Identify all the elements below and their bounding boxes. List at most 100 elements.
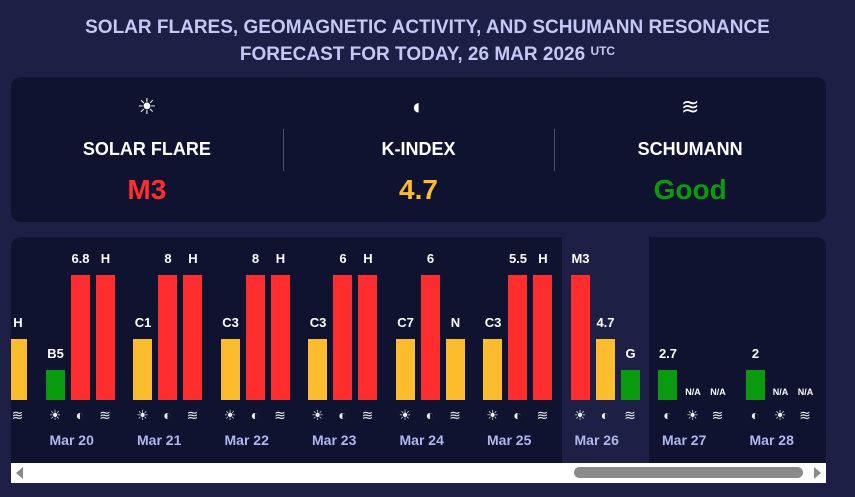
bar-k	[245, 275, 265, 400]
sun-icon: ☀	[486, 407, 499, 423]
bar-k	[70, 275, 90, 400]
bar-k	[745, 370, 765, 400]
day-date: Mar 26	[574, 432, 619, 448]
bar-sun	[570, 275, 590, 400]
day-date: Mar 22	[224, 432, 269, 448]
utc-label: UTC	[590, 44, 616, 58]
bar-sun	[220, 339, 240, 400]
scroll-right-arrow-icon[interactable]	[814, 467, 821, 479]
bar-label: C7	[397, 315, 414, 330]
sun-icon: ☀	[136, 407, 149, 423]
waves-icon: ≋	[680, 94, 700, 119]
waves-icon: ≋	[186, 407, 199, 423]
horizontal-scrollbar[interactable]	[11, 463, 826, 483]
waves-icon: ≋	[624, 407, 636, 423]
sun-icon: ☀	[136, 94, 157, 119]
waves-icon: ≋	[799, 407, 811, 423]
bar-sch	[270, 275, 290, 400]
day-column: C3 ☀ 5.5 ◐ H ≋ Mar 25	[474, 237, 562, 463]
bar-sun	[308, 339, 327, 400]
bar-k	[420, 275, 440, 400]
magnet-icon: ◐	[600, 407, 610, 423]
bar-label: N/A	[797, 387, 814, 397]
bar-sch	[620, 370, 640, 400]
bar-label: 6	[339, 251, 347, 266]
day-column: 2 ◐ N/A ☀ N/A ≋ Mar 28	[737, 237, 825, 463]
bar-k	[158, 275, 177, 400]
day-date: Mar 21	[137, 432, 182, 448]
day-column: B5 ☀ 6.8 ◐ H ≋ Mar 20	[37, 237, 125, 463]
stat-label: SCHUMANN	[637, 139, 743, 159]
day-column: C1 ☀ 8 ◐ H ≋ Mar 21	[124, 237, 212, 463]
waves-icon: ≋	[99, 407, 111, 423]
day-column: M3 ☀ 4.7 ◐ G ≋ Mar 26	[561, 237, 649, 463]
magnet-icon: ◐	[663, 407, 672, 423]
bar-label: G	[625, 346, 636, 361]
bar-label: H	[100, 251, 111, 266]
bar-label: 2.7	[658, 346, 678, 361]
waves-icon: ≋	[536, 407, 549, 423]
bar-label: 2	[751, 346, 760, 361]
summary-solar-flare: ☀ SOLAR FLARE M3	[11, 77, 283, 222]
bar-sch	[11, 339, 27, 400]
bar-sun	[483, 339, 502, 400]
bar-label: C3	[484, 315, 502, 330]
bar-label: C1	[134, 315, 152, 330]
bar-sch	[95, 275, 115, 400]
stat-value: 4.7	[399, 174, 438, 205]
waves-icon: ≋	[361, 407, 374, 423]
bar-label: C3	[222, 315, 239, 330]
bar-k	[333, 275, 352, 400]
bar-sun	[45, 370, 65, 400]
magnet-icon: ◐	[513, 407, 522, 423]
magnet-icon: ◐	[75, 407, 85, 423]
day-date: Mar 28	[749, 432, 794, 448]
bar-label: H	[538, 251, 548, 266]
title-line-1: SOLAR FLARES, GEOMAGNETIC ACTIVITY, AND …	[85, 17, 770, 38]
waves-icon: ≋	[274, 407, 286, 423]
sun-icon: ☀	[773, 407, 787, 423]
stat-value: Good	[653, 174, 727, 205]
bar-label: 8	[164, 251, 172, 266]
scroll-left-arrow-icon[interactable]	[16, 467, 23, 479]
day-column: C7 ☀ 6 ◐ N ≋ Mar 24	[387, 237, 475, 463]
day-column: ☀◐H≋Mar 19	[11, 237, 37, 463]
bar-label: 6.8	[71, 251, 90, 266]
day-column: 2.7 ◐ N/A ☀ N/A ≋ Mar 27	[649, 237, 737, 463]
day-column: C3 ☀ 6 ◐ H ≋ Mar 23	[299, 237, 387, 463]
bar-label: H	[13, 315, 23, 330]
bar-label: H	[188, 251, 198, 266]
bar-label: H	[363, 251, 373, 266]
bar-k	[508, 275, 527, 400]
bar-label: M3	[571, 251, 590, 266]
bar-label: 6	[426, 251, 435, 266]
page-title: SOLAR FLARES, GEOMAGNETIC ACTIVITY, AND …	[0, 14, 855, 68]
bar-label: B5	[47, 346, 64, 361]
waves-icon: ≋	[711, 407, 724, 423]
bar-label: H	[275, 251, 286, 266]
bar-label: C3	[309, 315, 327, 330]
waves-icon: ≋	[11, 407, 24, 423]
bar-sun	[395, 339, 415, 400]
stat-label: SOLAR FLARE	[82, 139, 211, 159]
bar-label: 4.7	[596, 315, 615, 330]
day-date: Mar 24	[399, 432, 444, 448]
scroll-thumb[interactable]	[574, 467, 803, 478]
summary-schumann: ≋ SCHUMANN Good	[554, 77, 826, 222]
sun-icon: ☀	[686, 407, 699, 423]
summary-panel: ☀ SOLAR FLARE M3 ◐ K-INDEX 4.7 ≋ SCHUMAN…	[11, 77, 826, 222]
waves-icon: ≋	[449, 407, 461, 423]
magnet-icon: ◐	[425, 407, 435, 423]
day-date: Mar 27	[662, 432, 707, 448]
title-line-2: FORECAST FOR TODAY, 26 MAR 2026	[239, 44, 586, 65]
bar-label: 5.5	[508, 251, 528, 266]
bar-sch	[445, 339, 465, 400]
bar-k	[658, 370, 677, 400]
sun-icon: ☀	[223, 407, 237, 423]
summary-k-index: ◐ K-INDEX 4.7	[282, 77, 555, 222]
day-date: Mar 23	[312, 432, 357, 448]
bar-label: 8	[251, 251, 260, 266]
sun-icon: ☀	[398, 407, 412, 423]
bar-sun	[133, 339, 152, 400]
